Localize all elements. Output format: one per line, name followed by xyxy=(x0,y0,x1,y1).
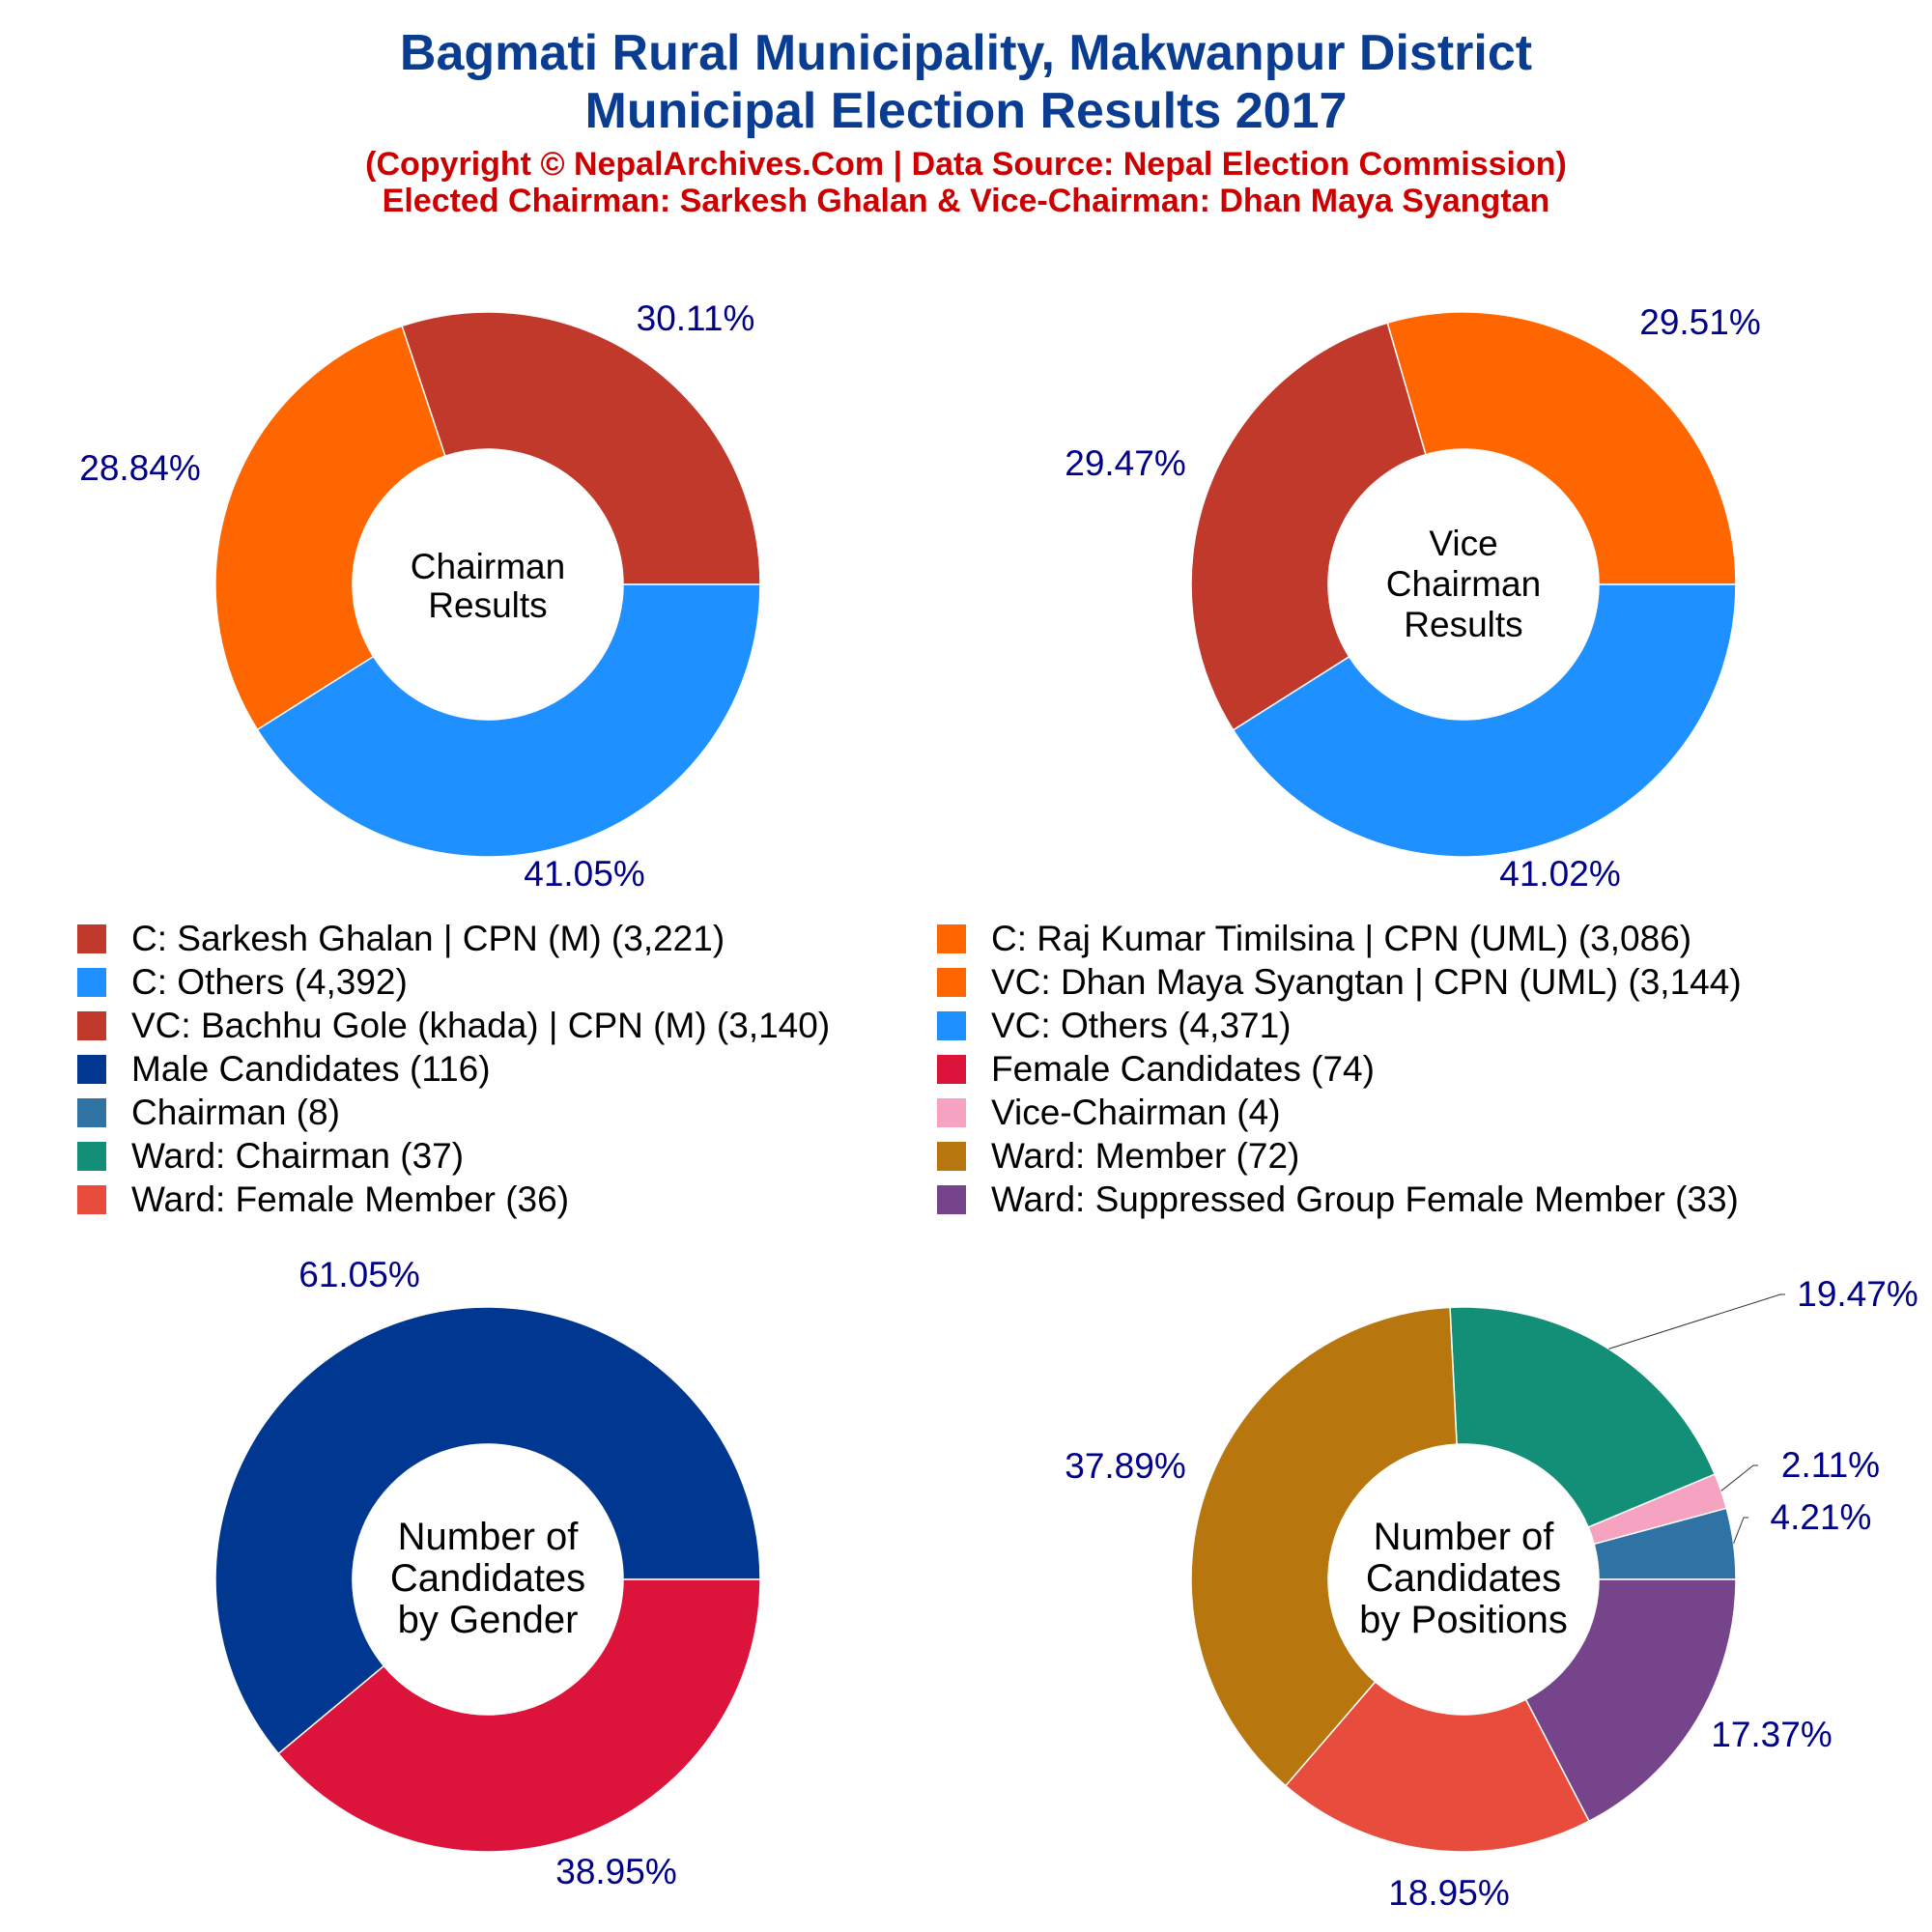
chart-title-line2: Municipal Election Results 2017 xyxy=(584,83,1348,139)
legend-item: VC: Dhan Maya Syangtan | CPN (UML) (3,14… xyxy=(937,961,1742,1004)
legend-label: Chairman (8) xyxy=(131,1093,340,1132)
legend-swatch xyxy=(77,1055,106,1084)
leader-line xyxy=(1733,1517,1748,1544)
legend-item: Ward: Member (72) xyxy=(937,1135,1299,1178)
center-label: Chairman xyxy=(411,547,565,586)
pie-slice xyxy=(1449,1306,1717,1528)
legend-label: Ward: Member (72) xyxy=(991,1136,1300,1176)
center-label: Number of xyxy=(398,1516,580,1558)
pie-slice xyxy=(1284,1681,1591,1853)
data-label: 30.11% xyxy=(637,298,755,338)
center-label: by Positions xyxy=(1359,1599,1568,1641)
legend-label: C: Raj Kumar Timilsina | CPN (UML) (3,08… xyxy=(991,919,1692,958)
legend-item: VC: Bachhu Gole (khada) | CPN (M) (3,140… xyxy=(77,1005,830,1047)
legend-item: C: Others (4,392) xyxy=(77,961,408,1004)
legend-item: Vice-Chairman (4) xyxy=(937,1092,1281,1134)
center-label: by Gender xyxy=(398,1599,579,1641)
legend-swatch xyxy=(937,1098,966,1127)
center-label: Chairman xyxy=(1386,564,1541,604)
legend-item: Ward: Female Member (36) xyxy=(77,1179,569,1221)
legend-item: VC: Others (4,371) xyxy=(937,1005,1292,1047)
center-label: Candidates xyxy=(390,1557,585,1600)
data-label: 28.84% xyxy=(79,448,201,488)
data-label: 29.51% xyxy=(1639,302,1761,342)
data-label: 38.95% xyxy=(555,1852,677,1891)
pie-slice xyxy=(1190,322,1427,731)
data-label: 41.05% xyxy=(524,854,645,894)
center-label: Results xyxy=(1404,605,1522,644)
legend-swatch xyxy=(937,1185,966,1214)
legend-swatch xyxy=(937,968,966,997)
legend-label: C: Others (4,392) xyxy=(131,962,408,1002)
legend-swatch xyxy=(77,1098,106,1127)
legend-label: Male Candidates (116) xyxy=(131,1049,491,1089)
legend-item: Ward: Chairman (37) xyxy=(77,1135,464,1178)
legend-item: C: Raj Kumar Timilsina | CPN (UML) (3,08… xyxy=(937,918,1691,960)
data-label: 37.89% xyxy=(1065,1446,1186,1486)
center-label: Candidates xyxy=(1366,1557,1561,1600)
pie-slice xyxy=(214,1306,761,1755)
pie-slice xyxy=(277,1578,761,1853)
legend-swatch xyxy=(77,1185,106,1214)
legend-label: C: Sarkesh Ghalan | CPN (M) (3,221) xyxy=(131,919,725,958)
legend-label: Vice-Chairman (4) xyxy=(991,1093,1281,1132)
leader-line xyxy=(1608,1293,1785,1350)
legend-swatch xyxy=(77,1142,106,1171)
center-label: Vice xyxy=(1429,524,1497,563)
legend-item: C: Sarkesh Ghalan | CPN (M) (3,221) xyxy=(77,918,724,960)
legend-label: VC: Dhan Maya Syangtan | CPN (UML) (3,14… xyxy=(991,962,1742,1002)
legend-label: VC: Others (4,371) xyxy=(991,1006,1292,1045)
legend-swatch xyxy=(937,1142,966,1171)
pie-slice xyxy=(1190,1306,1458,1787)
legend-label: Female Candidates (74) xyxy=(991,1049,1375,1089)
legend: C: Sarkesh Ghalan | CPN (M) (3,221) C: R… xyxy=(0,918,1932,1227)
data-label: 4.21% xyxy=(1771,1497,1872,1537)
data-label: 29.47% xyxy=(1065,443,1186,483)
legend-swatch xyxy=(937,924,966,953)
legend-swatch xyxy=(77,968,106,997)
elected-subtitle: Elected Chairman: Sarkesh Ghalan & Vice-… xyxy=(382,183,1550,219)
donut-chart: 4.21% 2.11% 19.47% 37.89% 18.95% 17.37% Number… xyxy=(1065,1274,1918,1913)
pie-slice xyxy=(1386,311,1737,585)
legend-swatch xyxy=(77,1011,106,1040)
chart-title: Bagmati Rural Municipality, Makwanpur Di… xyxy=(399,25,1533,81)
leader-line xyxy=(1720,1464,1758,1492)
data-label: 17.37% xyxy=(1711,1715,1833,1754)
data-label: 61.05% xyxy=(298,1255,420,1294)
legend-label: VC: Bachhu Gole (khada) | CPN (M) (3,140… xyxy=(131,1006,831,1045)
legend-label: Ward: Female Member (36) xyxy=(131,1179,570,1219)
pie-slice xyxy=(214,325,446,731)
pie-slice xyxy=(256,583,761,858)
legend-swatch xyxy=(937,1011,966,1040)
copyright-subtitle: (Copyright © NepalArchives.Com | Data So… xyxy=(365,146,1567,183)
pie-slice xyxy=(1524,1578,1737,1823)
legend-label: Ward: Suppressed Group Female Member (33… xyxy=(991,1179,1739,1219)
data-label: 2.11% xyxy=(1781,1445,1880,1485)
data-label: 41.02% xyxy=(1499,854,1621,894)
pie-slice xyxy=(401,311,761,585)
data-label: 18.95% xyxy=(1388,1873,1510,1913)
legend-item: Chairman (8) xyxy=(77,1092,340,1134)
data-label: 19.47% xyxy=(1797,1274,1918,1314)
legend-label: Ward: Chairman (37) xyxy=(131,1136,465,1176)
pie-slice xyxy=(1232,583,1737,858)
legend-item: Ward: Suppressed Group Female Member (33… xyxy=(937,1179,1739,1221)
center-label: Number of xyxy=(1374,1516,1555,1558)
legend-swatch xyxy=(937,1055,966,1084)
center-label: Results xyxy=(428,585,547,625)
legend-swatch xyxy=(77,924,106,953)
legend-item: Female Candidates (74) xyxy=(937,1048,1375,1091)
legend-item: Male Candidates (116) xyxy=(77,1048,491,1091)
